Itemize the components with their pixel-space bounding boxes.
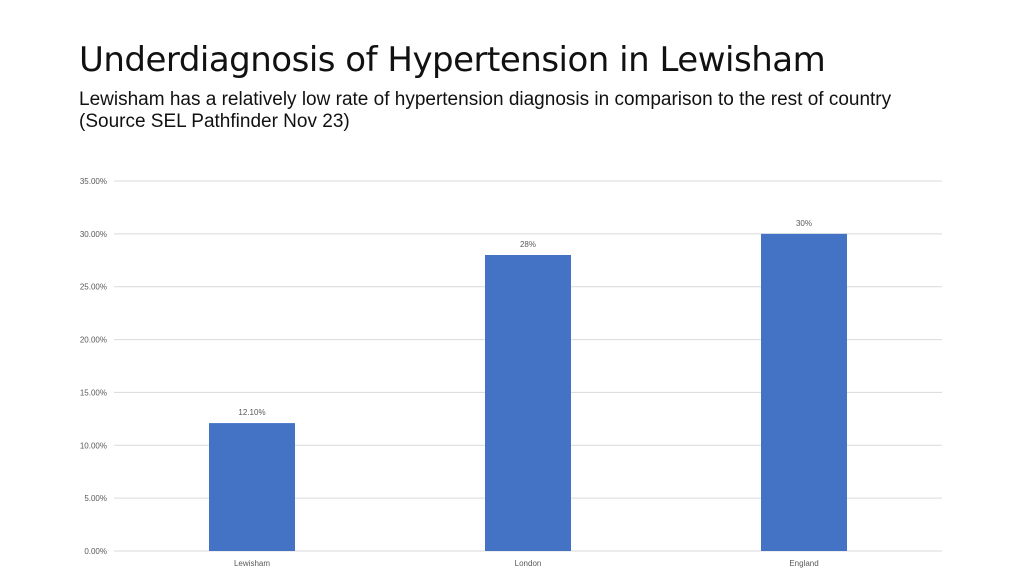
y-tick-label: 20.00%	[80, 336, 107, 345]
x-category-label: Lewisham	[234, 559, 270, 568]
y-tick-label: 35.00%	[80, 177, 107, 186]
bar-england	[761, 233, 847, 551]
data-label: 30%	[796, 219, 812, 228]
y-tick-label: 10.00%	[80, 441, 107, 450]
page-subtitle: Lewisham has a relatively low rate of hy…	[79, 89, 892, 132]
x-category-label: England	[789, 559, 818, 568]
data-label: 28%	[520, 240, 536, 249]
x-category-label: London	[515, 559, 542, 568]
page-title: Underdiagnosis of Hypertension in Lewish…	[79, 40, 826, 80]
bar-lewisham	[209, 423, 295, 551]
data-label: 12.10%	[238, 408, 265, 417]
y-tick-label: 30.00%	[80, 230, 107, 239]
bar-london	[485, 255, 571, 551]
y-tick-label: 15.00%	[80, 388, 107, 397]
y-tick-label: 5.00%	[84, 494, 107, 503]
y-tick-label: 0.00%	[84, 547, 107, 556]
y-tick-label: 25.00%	[80, 283, 107, 292]
